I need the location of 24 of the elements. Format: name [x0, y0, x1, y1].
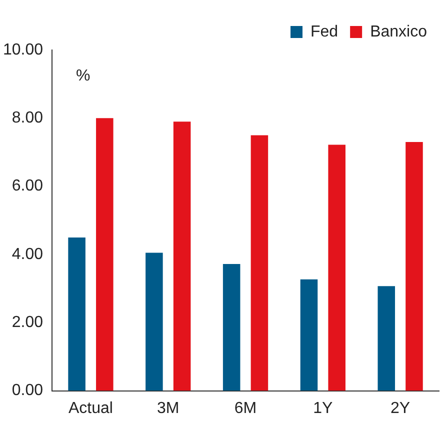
y-tick-label: 4.00 — [12, 246, 44, 263]
y-tick-label: 0.00 — [12, 382, 44, 400]
legend-label: Banxico — [370, 23, 428, 40]
x-tick-label: 2Y — [390, 400, 410, 417]
y-tick-label: 10.00 — [2, 41, 44, 58]
y-tick-label: 8.00 — [12, 110, 44, 127]
y-tick-label: 6.00 — [12, 178, 44, 195]
bar — [406, 142, 423, 391]
bar — [300, 279, 318, 391]
bar — [250, 135, 268, 391]
bar — [378, 286, 396, 391]
annotation: % — [76, 67, 90, 84]
bar — [173, 122, 191, 391]
y-tick-label: 2.00 — [12, 314, 44, 332]
bar — [96, 118, 114, 391]
bar — [68, 237, 86, 391]
bar — [328, 144, 346, 391]
x-tick-label: 1Y — [313, 400, 334, 417]
bar — [222, 264, 240, 391]
x-tick-label: Actual — [68, 400, 113, 417]
legend-label: Fed — [310, 23, 338, 40]
bar — [146, 252, 163, 391]
x-tick-label: 6M — [234, 400, 257, 417]
x-tick-label: 3M — [157, 400, 180, 417]
